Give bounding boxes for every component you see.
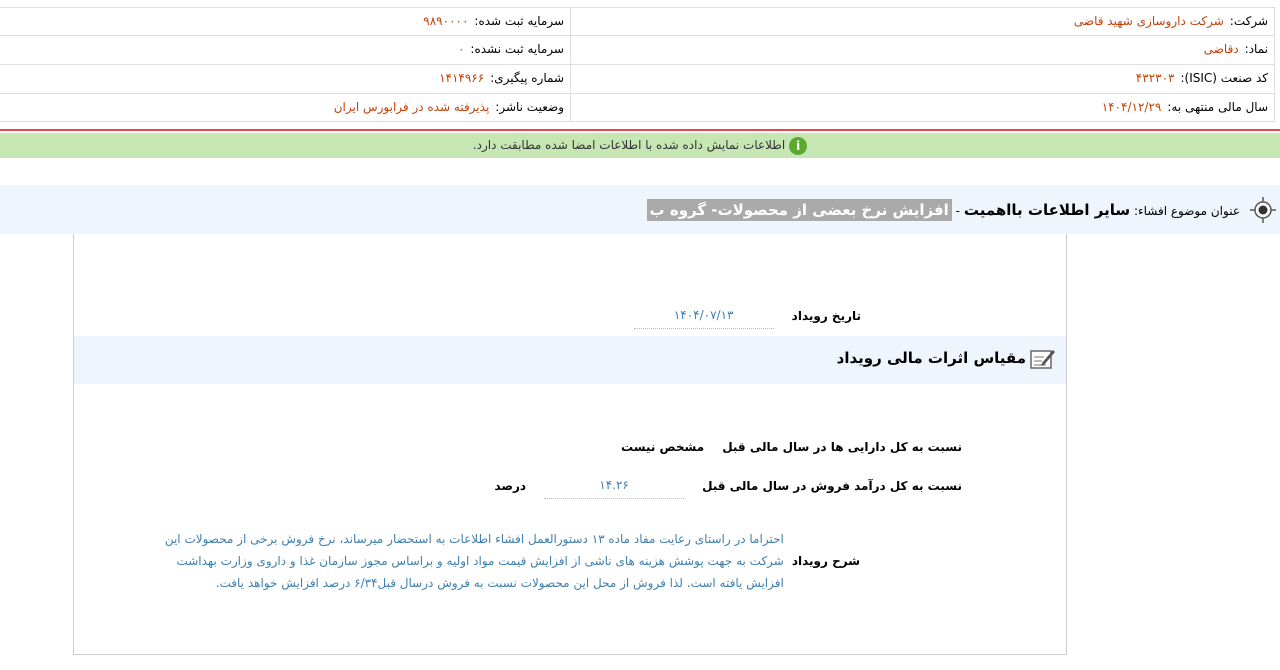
disclosure-title-bar: عنوان موضوع افشاء: سایر اطلاعات بااهمیت …	[0, 185, 1280, 234]
field-value: ۹۸۹۰۰۰۰	[423, 14, 469, 28]
registered-capital-field: سرمایه ثبت شده: ۹۸۹۰۰۰۰	[0, 8, 570, 35]
field-label: سال مالی منتهی به:	[1167, 100, 1268, 114]
field-value: ۱۴۰۴/۱۲/۲۹	[1101, 100, 1162, 114]
unregistered-capital-field: سرمایه ثبت نشده: ۰	[0, 36, 570, 63]
section-title: مقیاس اثرات مالی رویداد	[836, 349, 1026, 367]
ratio-row: نسبت به کل دارایی ها در سال مالی قبل مشخ…	[621, 440, 962, 454]
field-label: وضعیت ناشر:	[495, 100, 564, 114]
field-label: سرمایه ثبت نشده:	[470, 42, 564, 56]
description-text: احتراما در راستای رعایت مفاد ماده ۱۳ دست…	[80, 528, 784, 594]
ratio-label: نسبت به کل دارایی ها در سال مالی قبل	[722, 440, 962, 454]
target-icon	[1250, 197, 1276, 223]
description-row: شرح رویداد احتراما در راستای رعایت مفاد …	[80, 528, 860, 594]
ratio-row: نسبت به کل درآمد فروش در سال مالی قبل ۱۴…	[494, 472, 962, 499]
ratio-value: مشخص نیست	[621, 440, 705, 454]
title-category: سایر اطلاعات بااهمیت	[963, 201, 1131, 219]
notice-text: اطلاعات نمایش داده شده با اطلاعات امضا ش…	[472, 138, 786, 152]
header-row: سال مالی منتهی به: ۱۴۰۴/۱۲/۲۹ وضعیت ناشر:…	[0, 93, 1275, 122]
event-date-value: ۱۴۰۴/۰۷/۱۳	[633, 302, 774, 329]
description-line: احتراما در راستای رعایت مفاد ماده ۱۳ دست…	[164, 532, 784, 546]
field-label: نماد:	[1244, 42, 1268, 56]
field-label: شماره پیگیری:	[490, 71, 564, 85]
title-subject: افزایش نرخ بعضی از محصولات- گروه ب	[646, 199, 952, 221]
title-separator: -	[955, 204, 960, 218]
ratio-label: نسبت به کل درآمد فروش در سال مالی قبل	[702, 478, 962, 493]
event-date-row: تاریخ رویداد ۱۴۰۴/۰۷/۱۳	[633, 302, 861, 329]
company-field: شرکت: شرکت داروسازی شهید قاضی	[570, 8, 1275, 35]
field-value: ۰	[457, 42, 465, 56]
disclosure-title: عنوان موضوع افشاء: سایر اطلاعات بااهمیت …	[646, 198, 1240, 223]
field-value: ۴۳۲۳۰۳	[1135, 71, 1175, 85]
header-row: نماد: دقاضی سرمایه ثبت نشده: ۰	[0, 35, 1275, 63]
financial-impact-section-header: مقیاس اثرات مالی رویداد	[74, 336, 1066, 384]
isic-field: کد صنعت (ISIC): ۴۳۲۳۰۳	[570, 65, 1275, 92]
description-line: شرکت به جهت پوشش هزینه های ناشی از افزای…	[176, 554, 784, 568]
fiscal-year-field: سال مالی منتهی به: ۱۴۰۴/۱۲/۲۹	[570, 94, 1275, 121]
publisher-status-field: وضعیت ناشر: پذیرفته شده در فرابورس ایران	[0, 94, 570, 121]
disclosure-content	[73, 234, 1067, 655]
ratio-value: ۱۴.۲۶	[544, 472, 685, 499]
verification-notice: iاطلاعات نمایش داده شده با اطلاعات امضا …	[0, 133, 1280, 158]
description-label: شرح رویداد	[791, 554, 860, 568]
event-date-label: تاریخ رویداد	[791, 308, 861, 323]
field-label: کد صنعت (ISIC):	[1180, 71, 1268, 85]
field-label: شرکت:	[1229, 14, 1268, 28]
tracking-number-field: شماره پیگیری: ۱۴۱۴۹۶۶	[0, 65, 570, 92]
field-value: پذیرفته شده در فرابورس ایران	[333, 100, 490, 114]
field-value: دقاضی	[1203, 42, 1239, 56]
symbol-field: نماد: دقاضی	[570, 36, 1275, 63]
description-line: افزایش یافته است. لذا فروش از محل این مح…	[215, 576, 784, 590]
field-value: ۱۴۱۴۹۶۶	[439, 71, 485, 85]
title-prefix: عنوان موضوع افشاء:	[1133, 204, 1240, 218]
header-row: شرکت: شرکت داروسازی شهید قاضی سرمایه ثبت …	[0, 7, 1275, 35]
divider	[0, 129, 1280, 131]
ratio-unit: درصد	[494, 478, 527, 493]
field-value: شرکت داروسازی شهید قاضی	[1073, 14, 1224, 28]
field-label: سرمایه ثبت شده:	[474, 14, 564, 28]
edit-note-icon	[1030, 348, 1056, 373]
header-row: کد صنعت (ISIC): ۴۳۲۳۰۳ شماره پیگیری: ۱۴۱۴۹…	[0, 64, 1275, 92]
info-icon: i	[789, 136, 808, 155]
